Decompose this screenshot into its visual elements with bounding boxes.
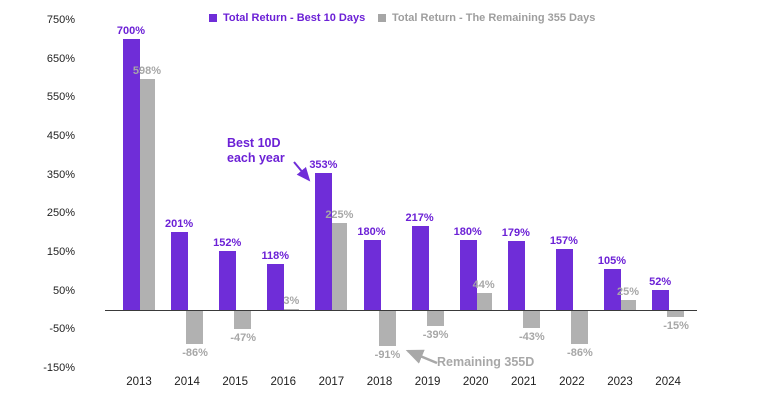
bar-label-best10-2019: 217% (405, 212, 434, 225)
bar-remaining-2020 (474, 292, 492, 310)
bar-best10-2018 (363, 240, 381, 310)
y-tick-label: 450% (46, 129, 75, 142)
bar-best10-2020 (459, 240, 477, 310)
bar-best10-2021 (507, 240, 525, 310)
annotation-remaining: Remaining 355D (437, 355, 535, 369)
bar-label-remaining-2018: -91% (374, 349, 401, 362)
x-tick-label: 2016 (270, 376, 297, 388)
bar-remaining-2014 (186, 311, 204, 345)
y-tick-label: -150% (43, 362, 75, 374)
bar-remaining-2021 (522, 311, 540, 328)
bar-label-remaining-2022: -86% (567, 347, 593, 360)
x-tick-label: 2015 (222, 376, 248, 388)
y-tick-label: 50% (52, 284, 75, 297)
x-tick-label: 2017 (318, 376, 345, 388)
x-tick-label: 2014 (174, 376, 200, 388)
bar-best10-2014 (171, 232, 189, 310)
y-tick-label: -50% (49, 323, 75, 336)
bar-label-remaining-2015: -47% (230, 332, 257, 345)
bar-label-best10-2021: 179% (501, 226, 530, 239)
y-tick-label: 350% (46, 168, 75, 181)
bar-best10-2023 (604, 269, 621, 310)
bar-label-remaining-2020: 44% (472, 278, 495, 291)
bar-remaining-2018 (378, 311, 396, 347)
bar-remaining-2019 (426, 311, 444, 327)
bar-label-remaining-2016: 3% (283, 294, 300, 307)
bar-label-remaining-2021: -43% (518, 330, 545, 343)
bar-label-best10-2013: 700% (116, 25, 146, 38)
bar-label-best10-2023: 105% (597, 255, 627, 268)
bar-best10-2022 (555, 249, 573, 310)
bar-label-remaining-2013: 598% (132, 64, 162, 77)
legend-swatch-remaining-355-days-icon (378, 14, 386, 22)
bar-remaining-2024 (667, 311, 685, 317)
bar-best10-2016 (267, 264, 285, 310)
bar-label-best10-2020: 180% (453, 226, 482, 239)
annotation-best10d: Best 10D each year (227, 136, 285, 166)
x-tick-label: 2024 (655, 376, 681, 388)
bar-label-remaining-2017: 225% (325, 208, 354, 221)
bar-label-best10-2015: 152% (213, 237, 242, 250)
x-tick-label: 2020 (462, 376, 489, 388)
bar-label-best10-2016: 118% (261, 250, 290, 263)
x-tick-label: 2018 (366, 376, 393, 388)
bar-remaining-2023 (619, 300, 636, 310)
legend-swatch-best-10-days-icon (209, 14, 217, 22)
x-tick-label: 2019 (414, 376, 441, 388)
bar-remaining-2017 (330, 222, 348, 310)
y-tick-label: 650% (46, 52, 75, 65)
bar-best10-2013 (123, 39, 140, 310)
x-tick-label: 2021 (511, 376, 537, 388)
bar-best10-2017 (315, 173, 333, 310)
x-tick-label: 2013 (126, 376, 152, 388)
bar-remaining-2013 (138, 78, 155, 310)
bar-remaining-2015 (234, 311, 252, 330)
x-axis-line (105, 310, 697, 311)
bar-label-remaining-2023: 25% (616, 286, 640, 299)
annotation-best10d-line1: Best 10D (227, 136, 281, 150)
bar-remaining-2022 (570, 311, 588, 345)
bar-label-best10-2024: 52% (649, 275, 672, 288)
bar-best10-2019 (411, 226, 429, 310)
bar-label-best10-2022: 157% (549, 235, 578, 248)
bar-best10-2015 (219, 251, 237, 310)
y-tick-label: 150% (46, 245, 75, 258)
x-tick-label: 2022 (559, 376, 585, 388)
y-tick-label: 750% (46, 13, 75, 26)
legend-label-remaining-355-days: Total Return - The Remaining 355 Days (392, 12, 596, 24)
bar-label-best10-2018: 180% (357, 226, 386, 239)
x-tick-label: 2023 (607, 376, 633, 388)
annotation-best10d-line2: each year (227, 151, 285, 165)
bar-best10-2024 (652, 289, 670, 310)
y-tick-label: 550% (46, 91, 75, 104)
bar-label-best10-2014: 201% (165, 218, 194, 231)
bar-label-remaining-2019: -39% (422, 329, 449, 342)
legend-label-best-10-days: Total Return - Best 10 Days (223, 12, 366, 24)
bar-remaining-2016 (282, 308, 300, 310)
y-tick-label: 250% (46, 207, 75, 220)
bar-label-best10-2017: 353% (309, 159, 338, 172)
legend-item-remaining-355-days: Total Return - The Remaining 355 Days (378, 12, 595, 24)
bar-label-remaining-2014: -86% (182, 347, 208, 360)
legend-item-best-10-days: Total Return - Best 10 Days (209, 12, 365, 24)
bar-label-remaining-2024: -15% (663, 319, 689, 332)
